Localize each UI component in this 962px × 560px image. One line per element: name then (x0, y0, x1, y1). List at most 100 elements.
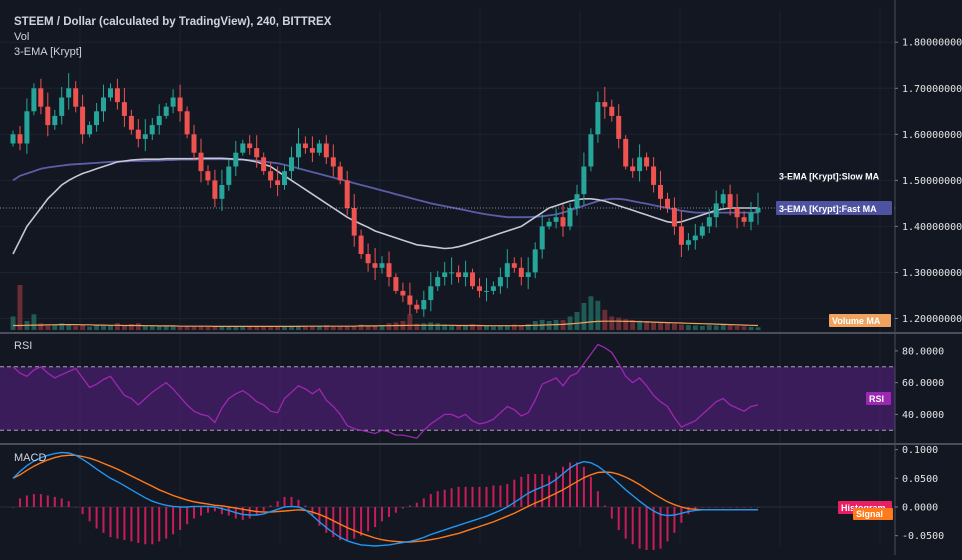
macd-histogram-bar (506, 484, 509, 507)
volume-bar (122, 325, 127, 330)
candle-body (497, 277, 503, 287)
volume-bar (87, 326, 93, 330)
price-axis[interactable]: 1.80000000 1.70000000 1.60000000 1.50000000… (895, 38, 962, 543)
slow-ma-line (12, 158, 758, 219)
macd-histogram-bar (603, 505, 606, 507)
candle-body (665, 198, 670, 208)
candle-body (442, 272, 448, 277)
macd-histogram-bar (631, 507, 634, 545)
volume-bar (316, 326, 322, 330)
candle-body (59, 97, 65, 116)
candlesticks (0, 73, 895, 317)
candle-body (400, 290, 406, 296)
candle-body (581, 166, 587, 195)
candle-body (184, 111, 190, 135)
macd-histogram-bar (172, 507, 175, 535)
volume-bar (574, 312, 580, 330)
candle-body (142, 134, 148, 139)
candle-body (386, 263, 392, 277)
rsi-pane[interactable] (0, 343, 895, 439)
volume-bar (442, 324, 448, 330)
candle-body (504, 263, 510, 277)
volume-bar (289, 325, 294, 330)
macd-histogram-bar (220, 507, 223, 515)
rsi-value-label: RSI (869, 394, 884, 404)
candle-body (163, 106, 169, 116)
candle-body (574, 194, 580, 208)
volume-bar (38, 323, 44, 331)
macd-histogram-bar (722, 507, 725, 508)
candle-body (344, 180, 350, 208)
volume-bar (101, 325, 106, 330)
macd-histogram-bar (645, 507, 648, 550)
fast-ma-label: 3-EMA [Krypt]:Fast MA (779, 204, 877, 214)
candle-body (699, 226, 705, 236)
axis-tick-label: 1.70000000 (902, 84, 962, 95)
volume-bar (52, 324, 58, 330)
candle-body (219, 185, 225, 199)
candle-body (66, 88, 72, 98)
volume-bar (219, 326, 225, 330)
signal-line (12, 454, 758, 543)
candle-body (539, 226, 545, 250)
candle-body (470, 272, 475, 287)
volume-bar (741, 326, 747, 330)
candle-body (706, 217, 712, 227)
volume-bar (45, 325, 51, 330)
candle-body (449, 272, 455, 274)
candle-body (484, 290, 489, 292)
macd-histogram-bar (88, 507, 91, 522)
macd-histogram-bar (541, 474, 544, 507)
candle-body (477, 286, 482, 291)
volume-bar (330, 326, 336, 331)
macd-histogram-bar (492, 485, 495, 507)
volume-bar (177, 326, 183, 331)
volume-bar (734, 325, 740, 330)
macd-histogram-bar (701, 507, 704, 508)
volume-legend-label: Vol (14, 31, 29, 43)
volume-bar (358, 324, 364, 330)
macd-histogram-bar (562, 466, 564, 507)
macd-histogram-bar (450, 488, 453, 507)
volume-bar (644, 321, 650, 330)
candle-body (741, 217, 747, 222)
macd-histogram-bar (67, 501, 70, 507)
macd-histogram-bar (165, 507, 168, 539)
macd-histogram-bar (429, 494, 432, 507)
volume-bar (142, 325, 148, 330)
macd-histogram-bar (318, 507, 321, 526)
volume-bar (504, 325, 510, 330)
macd-histogram-bar (102, 507, 105, 533)
macd-histogram-bar (241, 507, 244, 520)
macd-histogram-bar (736, 507, 739, 508)
price-pane[interactable] (0, 73, 895, 331)
macd-pane[interactable] (0, 451, 895, 551)
volume-bar (672, 323, 677, 330)
macd-histogram-bar (367, 507, 370, 532)
macd-histogram-bar (520, 476, 523, 507)
fast-ma-line (12, 157, 758, 255)
candle-body (114, 88, 120, 103)
volume-bar (254, 326, 260, 330)
macd-histogram-bar (457, 486, 460, 507)
candle-body (463, 272, 469, 277)
rsi-line (12, 343, 759, 439)
candle-body (532, 249, 538, 273)
macd-histogram-bar (527, 474, 530, 507)
candle-body (170, 97, 176, 107)
volume-bar (491, 326, 496, 330)
macd-histogram-bar (652, 507, 655, 550)
candle-body (198, 152, 204, 172)
macd-histogram-bar (436, 491, 439, 507)
macd-histogram-bar (81, 507, 84, 515)
candle-body (73, 88, 79, 107)
macd-histogram-bar (12, 507, 14, 508)
volume-bar (623, 319, 629, 330)
volume-bar (665, 323, 670, 331)
candle-body (407, 295, 413, 305)
volume-bar (310, 325, 315, 330)
macd-histogram-bar (408, 505, 411, 507)
macd-histogram-bar (478, 486, 481, 507)
